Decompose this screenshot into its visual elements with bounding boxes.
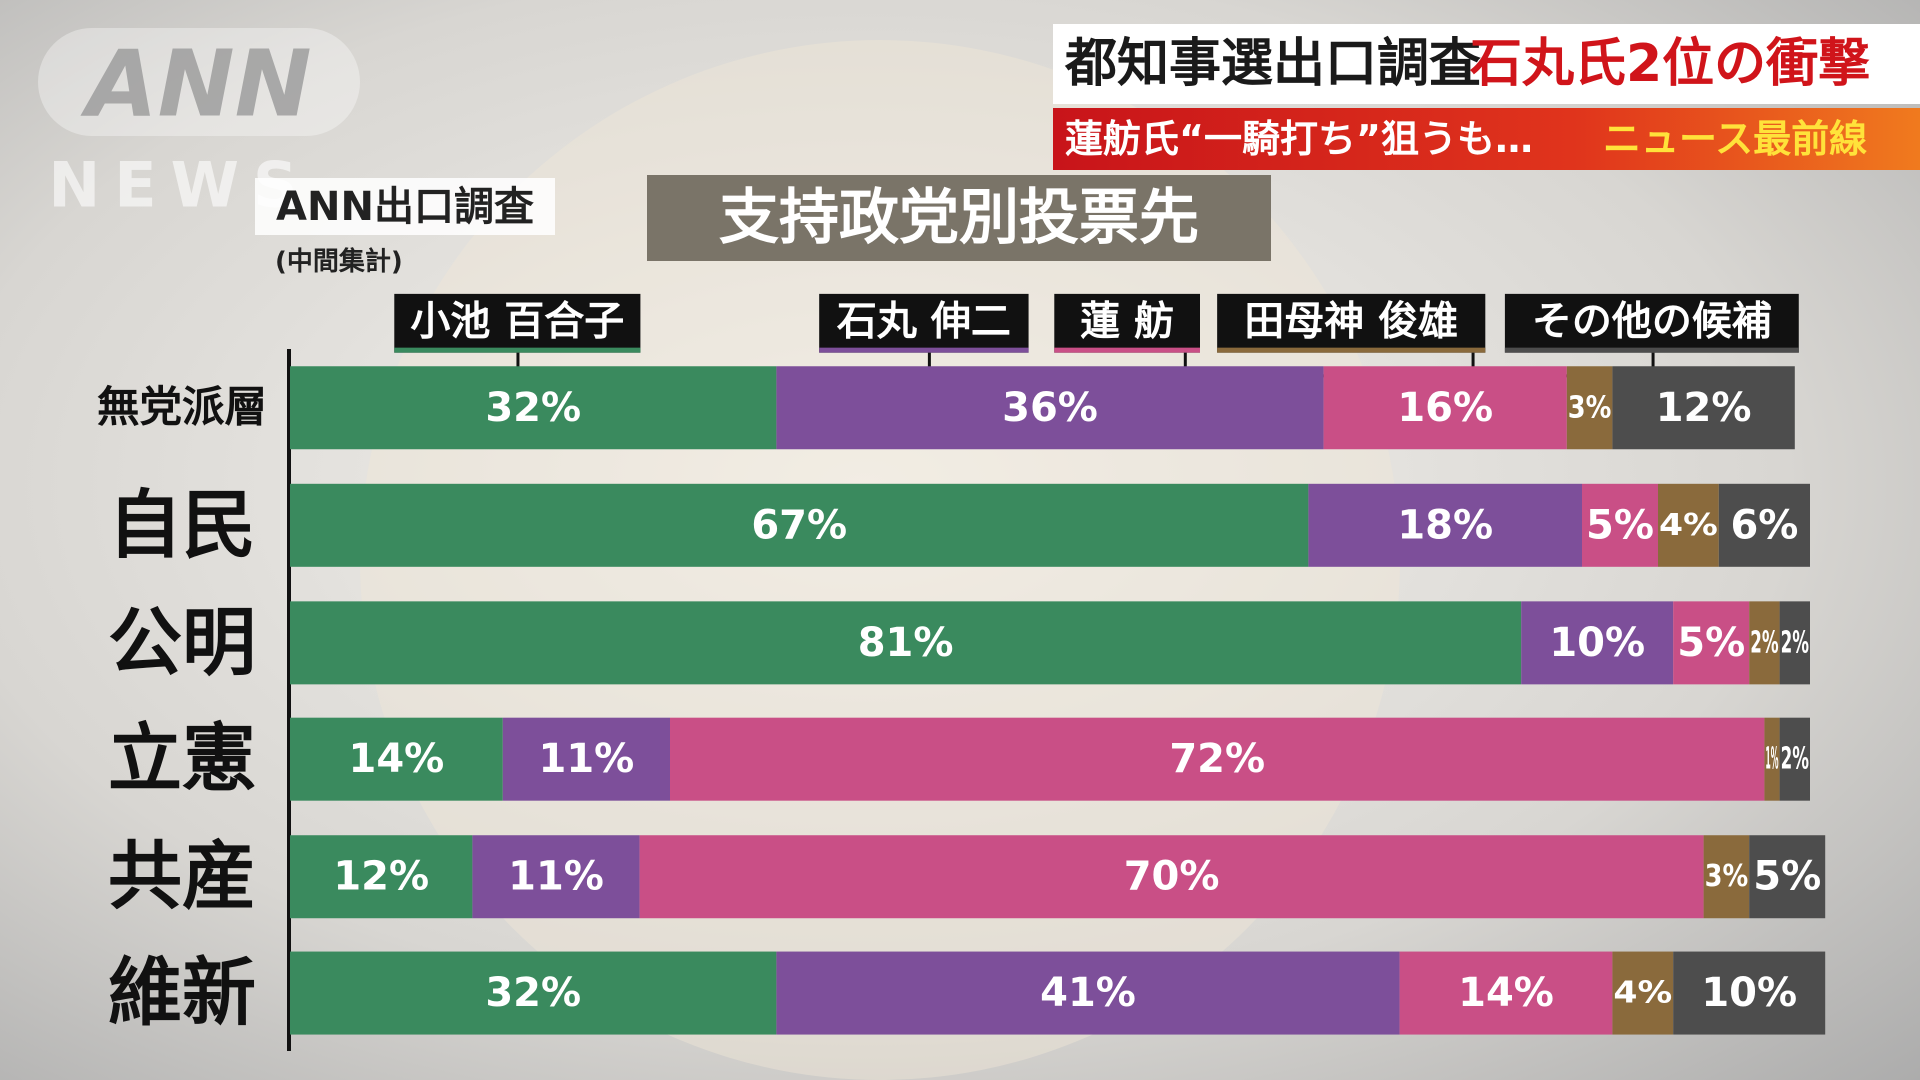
source-box <box>255 178 555 235</box>
data-label: 70% <box>1124 854 1220 900</box>
data-label: 41% <box>1040 970 1136 1016</box>
data-label: 14% <box>349 736 445 782</box>
note: (中間集計) <box>275 246 403 277</box>
legend-swatch <box>819 347 1029 353</box>
category-label: 維新 <box>108 950 256 1036</box>
legend-swatch <box>1504 347 1799 353</box>
bar-segment <box>1582 483 1658 567</box>
data-label: 67% <box>751 502 847 548</box>
subheadline-box <box>1053 108 1920 170</box>
bar-segment <box>1749 835 1826 919</box>
bar-segment <box>670 717 1765 801</box>
data-label: 12% <box>1656 385 1752 431</box>
legend-box <box>1054 293 1200 353</box>
bar-segment <box>1673 601 1750 685</box>
category-label: 無党派層 <box>97 383 267 432</box>
bar-segment <box>1658 483 1719 567</box>
bar-segment <box>290 366 777 450</box>
source: ANN出口調査 <box>276 184 534 230</box>
data-label: 2% <box>1781 742 1809 777</box>
logo-badge <box>38 28 360 136</box>
data-label: 12% <box>333 854 429 900</box>
data-label: 10% <box>1701 970 1797 1016</box>
subheadline: 蓮舫氏“一騎打ち”狙うも… <box>1065 117 1533 161</box>
category-label: 共産 <box>108 834 256 920</box>
bar-segment <box>1779 717 1810 801</box>
headline: 都知事選出口調査 <box>1064 34 1481 94</box>
data-label: 32% <box>485 970 581 1016</box>
data-label: 18% <box>1397 502 1493 548</box>
bar-segment <box>1399 951 1613 1035</box>
data-label: 14% <box>1458 970 1554 1016</box>
legend-label: 田母神 俊雄 <box>1244 298 1458 344</box>
data-label: 72% <box>1169 736 1265 782</box>
legend-label: 小池 百合子 <box>410 298 624 344</box>
data-label: 81% <box>858 620 954 666</box>
category-label: 自民 <box>108 482 256 568</box>
data-label: 5% <box>1586 502 1654 548</box>
data-label: 36% <box>1002 385 1098 431</box>
legend-label: 蓮 舫 <box>1080 298 1174 344</box>
legend-box <box>1217 293 1486 353</box>
bar-segment <box>290 951 777 1035</box>
data-label: 4% <box>1659 508 1718 543</box>
bar-segment <box>290 835 473 919</box>
data-label: 5% <box>1753 854 1821 900</box>
bar-segment <box>1566 366 1613 450</box>
data-label: 32% <box>485 385 581 431</box>
legend-label: 石丸 伸二 <box>837 298 1011 344</box>
legend-label: その他の候補 <box>1532 298 1772 344</box>
bar-segment <box>639 835 1704 919</box>
category-label: 立憲 <box>108 716 256 802</box>
data-label: 1% <box>1765 742 1778 777</box>
legend-swatch <box>1054 347 1200 353</box>
legend-swatch <box>1217 347 1486 353</box>
bar-segment <box>290 717 503 801</box>
bar-segment <box>1612 951 1674 1035</box>
data-label: 11% <box>508 854 604 900</box>
logo-top: ANN <box>80 31 311 138</box>
headline-box <box>1053 24 1920 104</box>
bar-segment <box>1673 951 1826 1035</box>
data-label: 4% <box>1613 976 1672 1011</box>
data-label: 10% <box>1549 620 1645 666</box>
bar-segment <box>290 483 1309 567</box>
legend-box <box>819 293 1029 353</box>
data-label: 16% <box>1397 385 1493 431</box>
data-label: 5% <box>1677 620 1745 666</box>
bar-segment <box>472 835 640 919</box>
bar-segment <box>776 366 1324 450</box>
bar-segment <box>1521 601 1674 685</box>
legend-box <box>1504 293 1799 353</box>
bar-segment <box>290 601 1522 685</box>
legend-box <box>394 293 641 353</box>
bar-segment <box>1764 717 1780 801</box>
bar-segment <box>1703 835 1750 919</box>
bar-segment <box>1779 601 1810 685</box>
program-name: ニュース最前線 <box>1603 117 1867 161</box>
category-label: 公明 <box>108 600 256 686</box>
data-label: 2% <box>1750 625 1778 660</box>
title-box <box>647 175 1271 261</box>
data-label: 3% <box>1705 859 1749 894</box>
legend-swatch <box>394 347 641 353</box>
bar-segment <box>1718 483 1810 567</box>
bar-segment <box>1612 366 1795 450</box>
bar-segment <box>1323 366 1567 450</box>
bar-segment <box>1308 483 1582 567</box>
bar-segment <box>776 951 1400 1035</box>
bar-segment <box>502 717 670 801</box>
bar-segment <box>1749 601 1780 685</box>
data-label: 11% <box>539 736 635 782</box>
headline-highlight: 石丸氏2位の衝撃 <box>1470 34 1870 94</box>
data-label: 3% <box>1568 390 1612 425</box>
data-label: 6% <box>1730 502 1798 548</box>
data-label: 2% <box>1781 625 1809 660</box>
chart-title: 支持政党別投票先 <box>719 183 1199 253</box>
